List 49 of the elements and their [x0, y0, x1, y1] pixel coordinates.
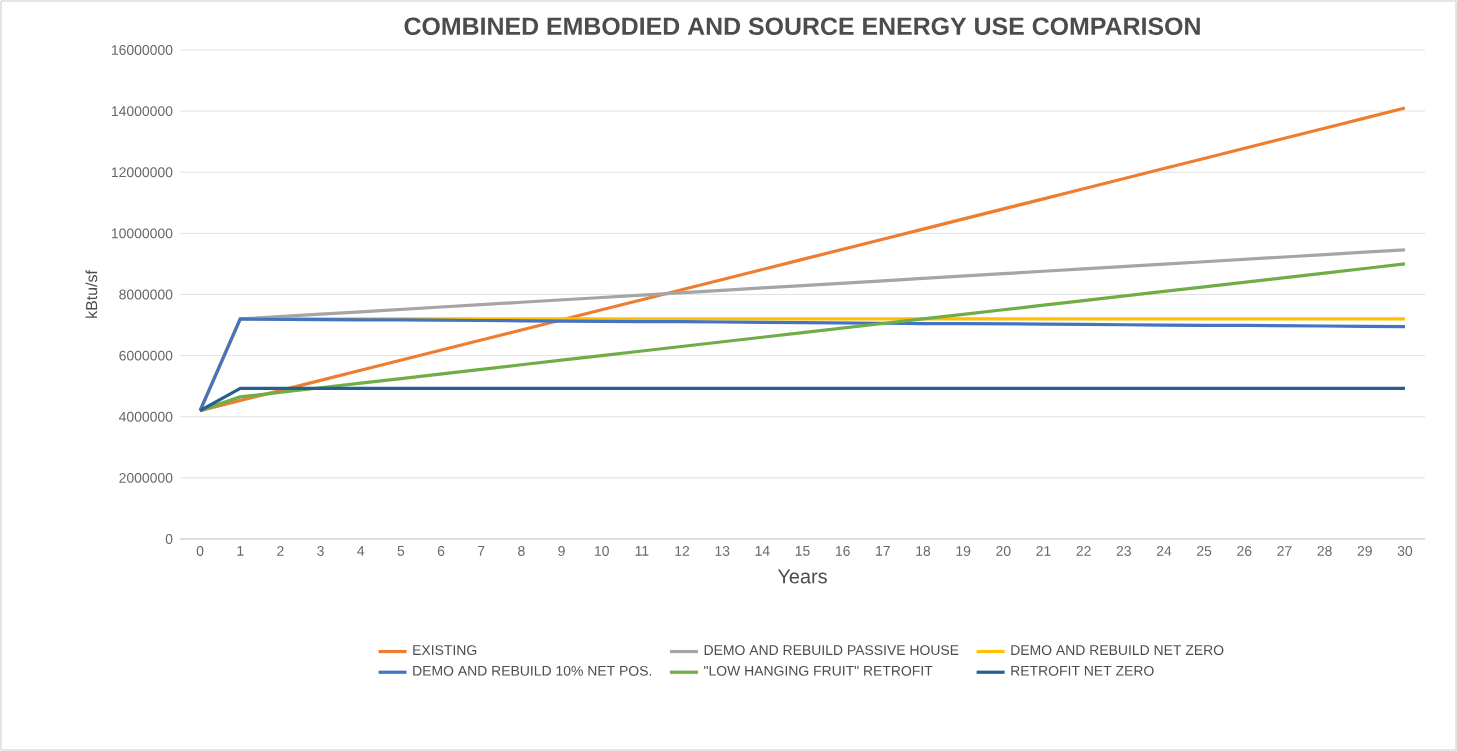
legend-label: DEMO AND REBUILD NET ZERO	[1011, 645, 1224, 656]
x-tick-label: 24	[1156, 546, 1172, 556]
legend-label: EXISTING	[413, 645, 477, 656]
x-tick-label: 7	[478, 546, 485, 556]
x-tick-label: 22	[1076, 546, 1091, 556]
y-tick-label: 12000000	[111, 167, 173, 178]
x-tick-label: 11	[635, 546, 649, 556]
x-axis-title: Years	[777, 569, 827, 584]
x-tick-label: 3	[317, 546, 324, 556]
x-tick-label: 29	[1357, 546, 1372, 556]
legend-label: RETROFIT NET ZERO	[1011, 665, 1154, 676]
legend-label: DEMO AND REBUILD 10% NET POS.	[413, 665, 652, 676]
x-tick-label: 16	[835, 546, 850, 556]
y-axis-title: kBtu/sf	[85, 270, 98, 318]
y-tick-label: 14000000	[111, 106, 173, 117]
x-tick-label: 30	[1397, 546, 1413, 556]
x-tick-label: 17	[876, 546, 890, 556]
y-tick-label: 6000000	[119, 350, 173, 361]
x-tick-label: 19	[956, 546, 971, 556]
legend-label: DEMO AND REBUILD PASSIVE HOUSE	[704, 645, 959, 656]
x-tick-label: 18	[916, 546, 931, 556]
x-tick-label: 21	[1036, 546, 1051, 556]
x-tick-label: 14	[755, 546, 770, 556]
x-tick-label: 12	[675, 546, 690, 556]
y-tick-label: 10000000	[111, 228, 173, 239]
x-tick-label: 23	[1116, 546, 1131, 556]
x-tick-label: 2	[277, 546, 284, 556]
x-tick-label: 8	[518, 546, 525, 556]
y-tick-label: 0	[165, 534, 173, 544]
chart-title: COMBINED EMBODIED AND SOURCE ENERGY USE COMPARISON	[404, 17, 1200, 36]
y-tick-label: 16000000	[111, 45, 173, 55]
x-tick-label: 4	[357, 546, 365, 556]
x-tick-label: 20	[996, 546, 1011, 556]
x-tick-label: 28	[1317, 546, 1332, 556]
x-tick-label: 1	[237, 546, 244, 556]
x-tick-label: 27	[1277, 546, 1292, 556]
legend-label: "LOW HANGING FRUIT" RETROFIT	[704, 665, 933, 676]
x-tick-label: 26	[1237, 546, 1252, 556]
x-tick-label: 5	[397, 546, 405, 556]
x-tick-label: 6	[437, 546, 445, 556]
y-tick-label: 8000000	[119, 289, 173, 300]
x-tick-label: 0	[196, 546, 204, 556]
y-tick-label: 2000000	[119, 472, 173, 483]
x-tick-label: 9	[558, 546, 565, 556]
x-tick-label: 13	[715, 546, 730, 556]
x-tick-label: 10	[595, 546, 609, 556]
x-tick-label: 25	[1197, 546, 1212, 556]
y-tick-label: 4000000	[118, 411, 173, 422]
x-tick-label: 15	[795, 546, 810, 556]
